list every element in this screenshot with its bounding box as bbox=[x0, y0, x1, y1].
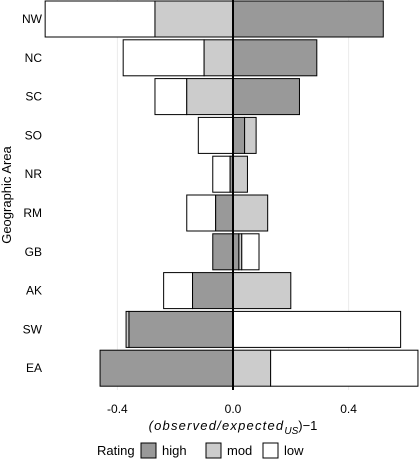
bar-segment-nw-low bbox=[44, 0, 156, 38]
bar-segment-nc-mod bbox=[203, 39, 234, 77]
bar-segment-ea-low bbox=[270, 349, 419, 387]
bar-segment-sc-high bbox=[232, 78, 300, 116]
bar-segment-nw-mod bbox=[154, 0, 234, 38]
bar-segment-ak-low bbox=[163, 272, 194, 310]
bar-segment-sc-mod bbox=[186, 78, 234, 116]
x-axis-title: (observed/expectedUS)−1 bbox=[149, 418, 318, 437]
bar-segment-nr-low bbox=[212, 155, 231, 193]
bar-segment-sc-low bbox=[154, 78, 188, 116]
legend-label-low: low bbox=[284, 443, 304, 458]
y-tick-label-nr: NR bbox=[25, 167, 43, 181]
y-tick-label-gb: GB bbox=[25, 245, 42, 259]
y-tick-label-rm: RM bbox=[23, 206, 42, 220]
bar-segment-rm-low bbox=[186, 194, 217, 232]
y-tick-label-ak: AK bbox=[26, 284, 42, 298]
bar-segment-rm-high bbox=[215, 194, 234, 232]
bar-segment-rm-mod bbox=[232, 194, 269, 232]
x-tick-labels: -0.4 0.0 0.4 bbox=[107, 402, 357, 416]
x-axis-title-suffix: )−1 bbox=[298, 418, 317, 433]
bar-segment-ea-mod bbox=[232, 349, 272, 387]
x-tick-label: -0.4 bbox=[107, 402, 128, 416]
bar-segment-nc-high bbox=[232, 39, 318, 77]
legend-title: Rating bbox=[97, 443, 135, 458]
x-tick-label: 0.0 bbox=[225, 402, 242, 416]
bar-segment-so-mod bbox=[244, 116, 257, 154]
bar-segment-ea-high bbox=[99, 349, 234, 387]
legend-label-high: high bbox=[162, 443, 187, 458]
y-axis-title: Geographic Area bbox=[0, 145, 14, 243]
bar-segment-sw-high bbox=[128, 310, 234, 348]
bar-segments bbox=[44, 0, 419, 387]
bar-segment-nw-high bbox=[232, 0, 384, 38]
x-axis-title-subscript: US bbox=[284, 426, 298, 437]
legend-swatch-mod bbox=[205, 442, 222, 459]
bar-segment-sw-low bbox=[232, 310, 402, 348]
bar-segment-nc-low bbox=[122, 39, 205, 77]
bar-segment-so-low bbox=[197, 116, 234, 154]
y-tick-label-nw: NW bbox=[22, 12, 43, 26]
legend-swatch-high bbox=[140, 442, 157, 459]
bar-segment-ak-mod bbox=[232, 272, 292, 310]
x-axis-title-main: (observed/expected bbox=[149, 418, 285, 433]
bar-segment-gb-low bbox=[241, 233, 260, 271]
x-tick-label: 0.4 bbox=[340, 402, 357, 416]
legend-swatch-low bbox=[262, 442, 279, 459]
bar-segment-ak-high bbox=[192, 272, 234, 310]
bar-segment-nr-mod bbox=[232, 155, 248, 193]
y-tick-label-so: SO bbox=[25, 128, 42, 142]
bar-segment-so-high bbox=[232, 116, 246, 154]
legend: Rating high mod low bbox=[97, 442, 304, 459]
legend-label-mod: mod bbox=[227, 443, 252, 458]
bar-segment-gb-high bbox=[212, 233, 240, 271]
y-tick-label-sw: SW bbox=[23, 322, 43, 336]
y-tick-label-nc: NC bbox=[25, 51, 43, 65]
y-tick-label-ea: EA bbox=[26, 361, 42, 375]
y-tick-labels: NW NC SC SO NR RM GB AK SW EA bbox=[22, 12, 43, 375]
y-tick-label-sc: SC bbox=[25, 90, 42, 104]
